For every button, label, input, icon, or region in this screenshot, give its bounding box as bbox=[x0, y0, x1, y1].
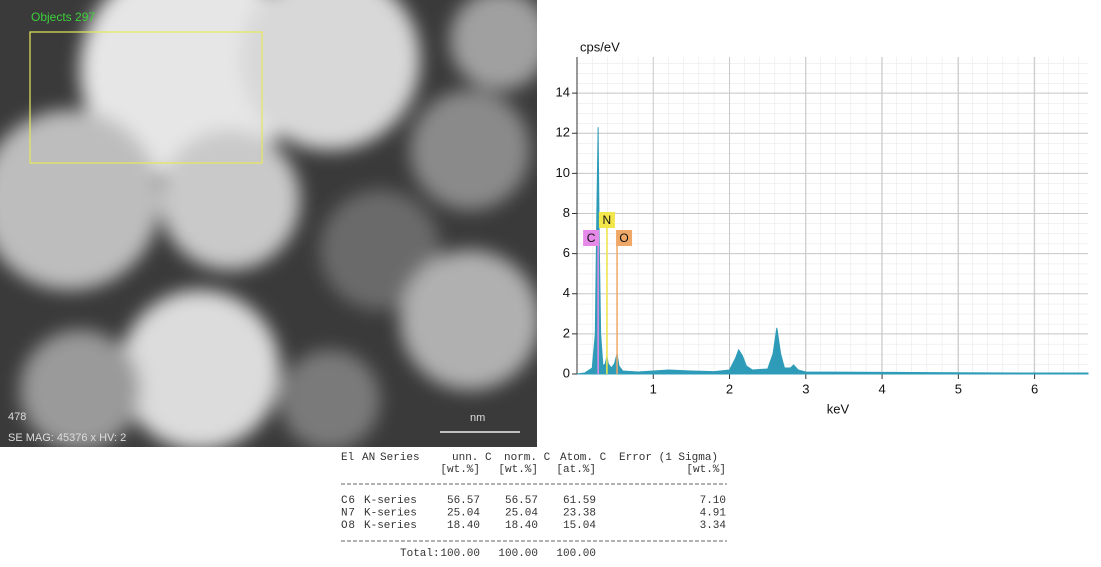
x-axis-label: keV bbox=[827, 401, 850, 416]
y-tick-label: 10 bbox=[556, 165, 570, 180]
table-cell: 18.40 bbox=[447, 520, 480, 532]
table-cell: 61.59 bbox=[563, 495, 596, 507]
table-cell: 7 bbox=[348, 507, 355, 519]
table-cell: 3.34 bbox=[700, 520, 727, 532]
column-unit: [wt.%] bbox=[498, 464, 538, 476]
total-label: Total: bbox=[400, 548, 440, 560]
table-cell: 15.04 bbox=[563, 520, 596, 532]
table-cell: K-series bbox=[364, 507, 417, 519]
table-cell: O bbox=[341, 520, 348, 532]
column-header: norm. C bbox=[504, 452, 551, 464]
image-info: SE MAG: 45376 x HV: 2 bbox=[8, 432, 126, 444]
x-tick-label: 1 bbox=[650, 381, 657, 396]
table-cell: 8 bbox=[348, 520, 355, 532]
column-header: El bbox=[341, 452, 354, 464]
column-header: unn. C bbox=[452, 452, 492, 464]
column-header: Atom. C bbox=[560, 452, 607, 464]
scale-label: nm bbox=[470, 412, 485, 424]
element-label: O bbox=[619, 231, 628, 245]
figure: Objects 297 478 SE MAG: 45376 x HV: 2 nm… bbox=[0, 0, 1101, 567]
table-cell: 6 bbox=[348, 495, 355, 507]
y-tick-label: 2 bbox=[563, 325, 570, 340]
table-cell: 7.10 bbox=[700, 495, 726, 507]
column-unit: [wt.%] bbox=[686, 464, 726, 476]
table-cell: 18.40 bbox=[505, 520, 538, 532]
x-tick-label: 3 bbox=[802, 381, 809, 396]
table-cell: 23.38 bbox=[563, 507, 596, 519]
x-tick-label: 5 bbox=[955, 381, 962, 396]
total-value: 100.00 bbox=[556, 548, 596, 560]
y-tick-label: 14 bbox=[556, 85, 570, 100]
table-cell: 4.91 bbox=[700, 507, 727, 519]
table-cell: 25.04 bbox=[447, 507, 480, 519]
y-axis-label: cps/eV bbox=[580, 39, 620, 54]
y-tick-label: 0 bbox=[563, 365, 570, 380]
element-label: C bbox=[587, 231, 596, 245]
x-tick-label: 4 bbox=[878, 381, 885, 396]
table-cell: 56.57 bbox=[505, 495, 538, 507]
column-unit: [at.%] bbox=[556, 464, 596, 476]
x-tick-label: 6 bbox=[1031, 381, 1038, 396]
overlay-title: Objects 297 bbox=[31, 10, 95, 24]
total-value: 100.00 bbox=[440, 548, 480, 560]
column-header: AN bbox=[362, 452, 375, 464]
column-header: Error (1 Sigma) bbox=[619, 452, 718, 464]
table-cell: K-series bbox=[364, 520, 417, 532]
table-cell: K-series bbox=[364, 495, 417, 507]
y-tick-label: 6 bbox=[563, 245, 570, 260]
y-tick-label: 12 bbox=[556, 125, 570, 140]
corner-label: 478 bbox=[8, 411, 26, 423]
table-cell: 56.57 bbox=[447, 495, 480, 507]
y-tick-label: 8 bbox=[563, 205, 570, 220]
table-cell: C bbox=[341, 495, 348, 507]
table-cell: N bbox=[341, 507, 348, 519]
table-cell: 25.04 bbox=[505, 507, 538, 519]
x-tick-label: 2 bbox=[726, 381, 733, 396]
column-header: Series bbox=[380, 452, 420, 464]
sem-image: Objects 297 478 SE MAG: 45376 x HV: 2 nm bbox=[0, 0, 550, 450]
total-value: 100.00 bbox=[498, 548, 538, 560]
column-unit: [wt.%] bbox=[440, 464, 480, 476]
y-tick-label: 4 bbox=[563, 285, 570, 300]
element-label: N bbox=[603, 213, 612, 227]
